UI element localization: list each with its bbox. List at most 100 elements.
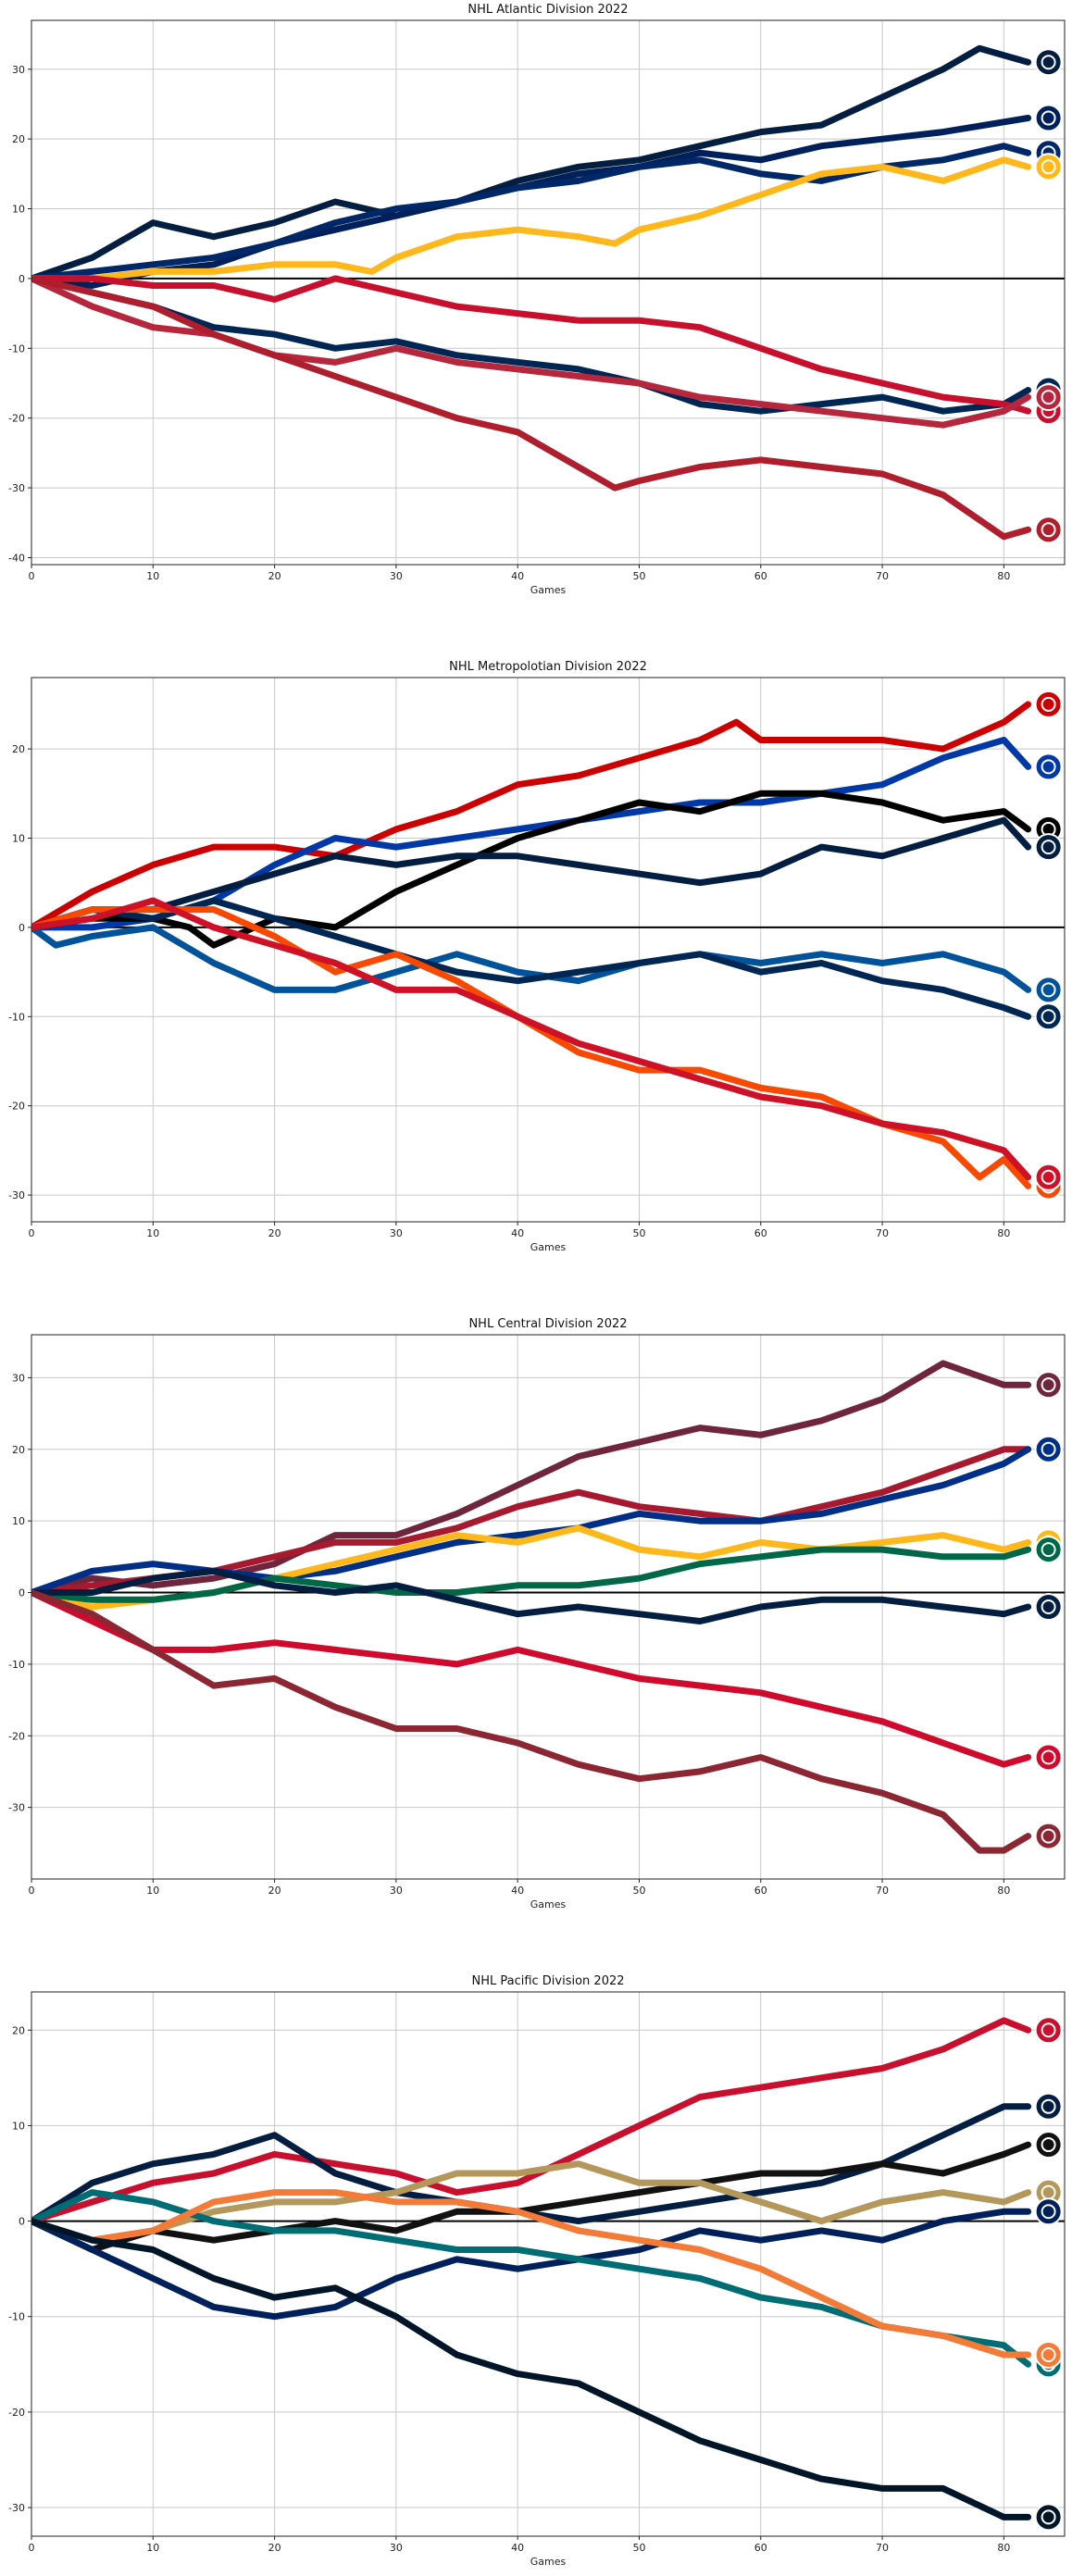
x-tick-label: 20 [268, 1885, 281, 1897]
x-tick-label: 10 [146, 1227, 159, 1239]
series-line [31, 1589, 1032, 1854]
x-tick-label: 10 [146, 2542, 159, 2554]
x-tick-label: 10 [146, 1885, 159, 1897]
y-tick-label: -40 [8, 552, 25, 564]
y-tick-label: -20 [8, 1730, 25, 1742]
x-tick-label: 60 [754, 1227, 767, 1239]
x-tick-label: 0 [29, 2542, 35, 2554]
stars-logo [1034, 1536, 1063, 1564]
series-line [31, 816, 1032, 931]
y-tick-label: 10 [12, 204, 25, 216]
capitals-logo [1034, 833, 1063, 862]
chart-panel: NHL Central Division 2022 0 10 20 30 40 50 60 70… [8, 1317, 1066, 1910]
islanders-logo [1034, 976, 1063, 1004]
x-tick-label: 60 [754, 570, 767, 582]
chart-panel: NHL Pacific Division 2022 0 10 20 30 40 50 60 70… [8, 1974, 1066, 2568]
y-tick-label: 30 [12, 64, 25, 76]
y-tick-label: 0 [19, 1587, 25, 1599]
x-tick-label: 0 [29, 1885, 35, 1897]
oilers-logo [1034, 2092, 1063, 2121]
ducks-logo [1034, 2341, 1063, 2369]
bruins-logo [1034, 153, 1063, 181]
x-tick-label: 60 [754, 2542, 767, 2554]
x-tick-label: 70 [876, 1885, 889, 1897]
golden-knights-logo [1034, 2178, 1063, 2207]
rangers-logo [1034, 753, 1063, 781]
plot-area [31, 1335, 1065, 1879]
x-tick-label: 30 [390, 1885, 403, 1897]
x-tick-label: 40 [511, 1885, 524, 1897]
hurricanes-logo [1034, 690, 1063, 718]
series-line [31, 2141, 1032, 2253]
series-line [31, 1360, 1032, 1596]
x-tick-label: 60 [754, 1885, 767, 1897]
axes-frame [31, 1991, 1066, 2537]
series-line [31, 275, 1032, 415]
chart-title: NHL Metropolotian Division 2022 [449, 660, 647, 674]
avalanche-logo [1034, 1371, 1063, 1400]
chart-panel: NHL Atlantic Division 2022 0 10 20 30 40 50 60 7… [8, 3, 1066, 596]
y-tick-label: 20 [12, 133, 25, 145]
x-tick-label: 50 [632, 2542, 645, 2554]
y-tick-label: -30 [8, 482, 25, 494]
x-tick-label: 40 [511, 2542, 524, 2554]
series-line [31, 790, 1032, 949]
series-line [31, 897, 1032, 1181]
x-tick-label: 80 [997, 1885, 1010, 1897]
chart-title: NHL Pacific Division 2022 [471, 1974, 624, 1988]
axes-frame [31, 677, 1066, 1223]
x-tick-label: 70 [876, 570, 889, 582]
y-tick-label: 0 [19, 2216, 25, 2228]
x-tick-label: 20 [268, 570, 281, 582]
x-axis-label: Games [530, 1241, 567, 1253]
y-tick-label: -30 [8, 1802, 25, 1814]
blues-logo [1034, 1435, 1063, 1463]
x-tick-label: 0 [29, 570, 35, 582]
x-axis-label: Games [530, 584, 567, 596]
panthers-logo [1034, 48, 1063, 77]
x-tick-label: 30 [390, 2542, 403, 2554]
x-tick-label: 70 [876, 2542, 889, 2554]
y-tick-label: -10 [8, 1659, 25, 1671]
chart-title: NHL Central Division 2022 [468, 1317, 627, 1331]
x-tick-label: 0 [29, 1227, 35, 1239]
series-line [31, 275, 1032, 541]
kings-logo [1034, 2131, 1063, 2159]
plot-area [31, 20, 1065, 565]
devils-logo [1034, 1163, 1063, 1191]
y-tick-label: 0 [19, 273, 25, 285]
x-tick-label: 10 [146, 570, 159, 582]
y-tick-label: 20 [12, 2024, 25, 2036]
plot-area [31, 678, 1065, 1222]
canadiens-logo [1034, 516, 1063, 544]
x-tick-label: 30 [390, 1227, 403, 1239]
y-tick-label: -20 [8, 413, 25, 425]
y-tick-label: -20 [8, 1101, 25, 1113]
series-line [31, 1589, 1032, 1768]
y-tick-label: 10 [12, 1515, 25, 1527]
y-tick-label: -10 [8, 342, 25, 355]
y-tick-label: -20 [8, 2407, 25, 2419]
chart-panel: NHL Metropolotian Division 2022 0 10 20 30 40… [8, 660, 1066, 1253]
axes-frame [31, 19, 1066, 566]
x-axis-label: Games [530, 2556, 567, 2568]
axes-frame [31, 1334, 1066, 1880]
blackhawks-logo [1034, 1743, 1063, 1772]
x-tick-label: 80 [997, 2542, 1010, 2554]
coyotes-logo [1034, 1822, 1063, 1850]
x-tick-label: 40 [511, 1227, 524, 1239]
series-line [31, 44, 1032, 282]
series-line [31, 275, 1032, 415]
series-line [31, 156, 1032, 282]
y-tick-label: 30 [12, 1372, 25, 1384]
series-line [31, 2208, 1032, 2321]
x-axis-label: Games [530, 1898, 567, 1910]
y-tick-label: 20 [12, 1444, 25, 1456]
series-line [31, 897, 1032, 1020]
senators-logo [1034, 383, 1063, 412]
series-line [31, 2103, 1032, 2225]
y-tick-label: -10 [8, 2311, 25, 2323]
y-tick-label: 10 [12, 2120, 25, 2132]
x-tick-label: 70 [876, 1227, 889, 1239]
